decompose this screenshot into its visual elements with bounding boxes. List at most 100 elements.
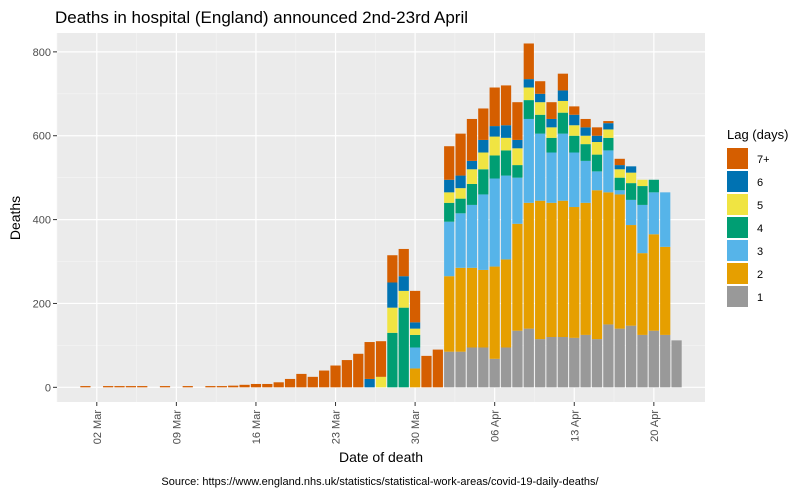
bar-segment-lag-2	[557, 200, 569, 338]
bar-segment-lag-1	[614, 328, 625, 388]
bar-segment-lag-1	[489, 358, 500, 388]
bar-segment-lag-7plus	[444, 146, 455, 180]
bar-segment-lag-1	[535, 339, 546, 388]
bar-segment-lag-6	[580, 127, 591, 136]
bar-segment-lag-7plus	[557, 73, 569, 91]
bar-segment-lag-2	[478, 269, 489, 348]
bar-segment-lag-4	[398, 307, 409, 388]
bar-segment-lag-6	[591, 135, 603, 143]
x-axis-title: Date of death	[339, 449, 423, 465]
bar-segment-lag-2	[614, 194, 625, 329]
bar-segment-lag-2	[648, 234, 659, 331]
bar-segment-lag-6	[557, 90, 569, 101]
bar-segment-lag-4	[648, 179, 659, 193]
bar-segment-lag-4	[489, 155, 500, 179]
x-tick-label: 02 Mar	[92, 410, 104, 445]
bar-segment-lag-6	[455, 175, 466, 189]
legend-label: 4	[757, 223, 763, 235]
bar-segment-lag-6	[523, 79, 534, 88]
bar-segment-lag-2	[500, 259, 512, 348]
bar-segment-lag-7plus	[159, 386, 171, 388]
bar-segment-lag-1	[580, 334, 591, 388]
bar-segment-lag-6	[466, 160, 478, 170]
legend-label: 1	[757, 292, 763, 304]
bar-segment-lag-3	[625, 199, 637, 226]
bar-segment-lag-6	[364, 378, 375, 388]
bar-segment-lag-6	[489, 126, 500, 137]
x-tick-label: 16 Mar	[251, 410, 263, 445]
bar-segment-lag-4	[455, 198, 466, 214]
y-axis-title: Deaths	[7, 196, 23, 240]
bar-segment-lag-7plus	[523, 43, 534, 80]
bar-segment-lag-5	[387, 307, 398, 333]
bar-segment-lag-4	[546, 137, 557, 153]
x-axis-ticks: 02 Mar 09 Mar 16 Mar 23 Mar 30 Mar 06 Apr 13 A…	[92, 402, 661, 444]
bar-segment-lag-2	[523, 202, 534, 329]
bar-segment-lag-7plus	[284, 378, 296, 388]
bar-segment-lag-1	[500, 347, 512, 388]
bar-segment-lag-7plus	[398, 248, 409, 277]
bar-segment-lag-1	[512, 330, 523, 388]
legend-title: Lag (days)	[727, 127, 788, 142]
bar-segment-lag-2	[603, 192, 614, 325]
y-tick-label: 600	[33, 131, 51, 143]
x-tick-label: 20 Apr	[649, 410, 661, 442]
bar-segment-lag-7plus	[432, 349, 443, 388]
bar-segment-lag-3	[637, 204, 648, 254]
bar-segment-lag-6	[500, 125, 512, 138]
bar-segment-lag-7plus	[580, 118, 591, 128]
bar-segment-lag-5	[614, 169, 625, 178]
bar-segment-lag-1	[546, 337, 557, 388]
bar-segment-lag-3	[409, 347, 421, 369]
bar-segment-lag-3	[591, 171, 603, 191]
legend-key-3	[727, 240, 748, 261]
bar-segment-lag-5	[409, 328, 421, 335]
bar-segment-lag-7plus	[500, 85, 512, 126]
bar-segment-lag-7plus	[250, 383, 262, 388]
bar-segment-lag-1	[603, 324, 614, 388]
bar-segment-lag-4	[466, 183, 478, 205]
chart-title: Deaths in hospital (England) announced 2…	[55, 8, 468, 27]
y-tick-label: 200	[33, 298, 51, 310]
bar-segment-lag-6	[444, 179, 455, 193]
bar-segment-lag-5	[625, 172, 637, 184]
bar-segment-lag-2	[444, 276, 455, 352]
bar-segment-lag-4	[591, 154, 603, 172]
bar-segment-lag-6	[546, 118, 557, 128]
bar-segment-lag-3	[535, 133, 546, 201]
legend: Lag (days) 7+ 6 5 4 3 2 1	[727, 127, 788, 307]
bar-segment-lag-1	[444, 351, 455, 388]
bar-segment-lag-3	[580, 160, 591, 203]
bar-segment-lag-3	[444, 221, 455, 277]
y-tick-label: 800	[33, 47, 51, 59]
bar-segment-lag-6	[569, 114, 580, 126]
bar-segment-lag-5	[580, 135, 591, 145]
bar-segment-lag-5	[466, 169, 478, 184]
bar-segment-lag-7plus	[228, 385, 239, 388]
bar-segment-lag-4	[409, 334, 421, 348]
legend-label: 7+	[757, 154, 770, 166]
y-axis-ticks: 0 200 400 600 800	[33, 47, 57, 394]
bar-segment-lag-7plus	[535, 81, 546, 94]
bar-segment-lag-4	[444, 202, 455, 222]
bar-segment-lag-7plus	[353, 353, 364, 388]
bar-segment-lag-7plus	[137, 386, 148, 388]
bar-segment-lag-2	[660, 246, 671, 335]
bar-segment-lag-1	[637, 334, 648, 388]
bar-segment-lag-7plus	[330, 365, 341, 388]
bar-segment-lag-7plus	[603, 121, 614, 124]
bar-segment-lag-7plus	[421, 355, 432, 388]
bar-segment-lag-6	[387, 282, 398, 308]
bar-segment-lag-7plus	[307, 376, 318, 388]
bar-segment-lag-2	[546, 202, 557, 338]
bar-segment-lag-2	[409, 368, 421, 388]
bar-segment-lag-5	[557, 100, 569, 113]
bar-segment-lag-1	[557, 337, 569, 388]
x-tick-label: 23 Mar	[331, 410, 343, 445]
bar-segment-lag-2	[591, 190, 603, 340]
bar-segment-lag-7plus	[80, 386, 91, 388]
bar-segment-lag-4	[523, 100, 534, 119]
bar-segment-lag-7plus	[296, 373, 307, 388]
bar-segment-lag-1	[671, 340, 682, 388]
bar-segment-lag-5	[500, 137, 512, 151]
